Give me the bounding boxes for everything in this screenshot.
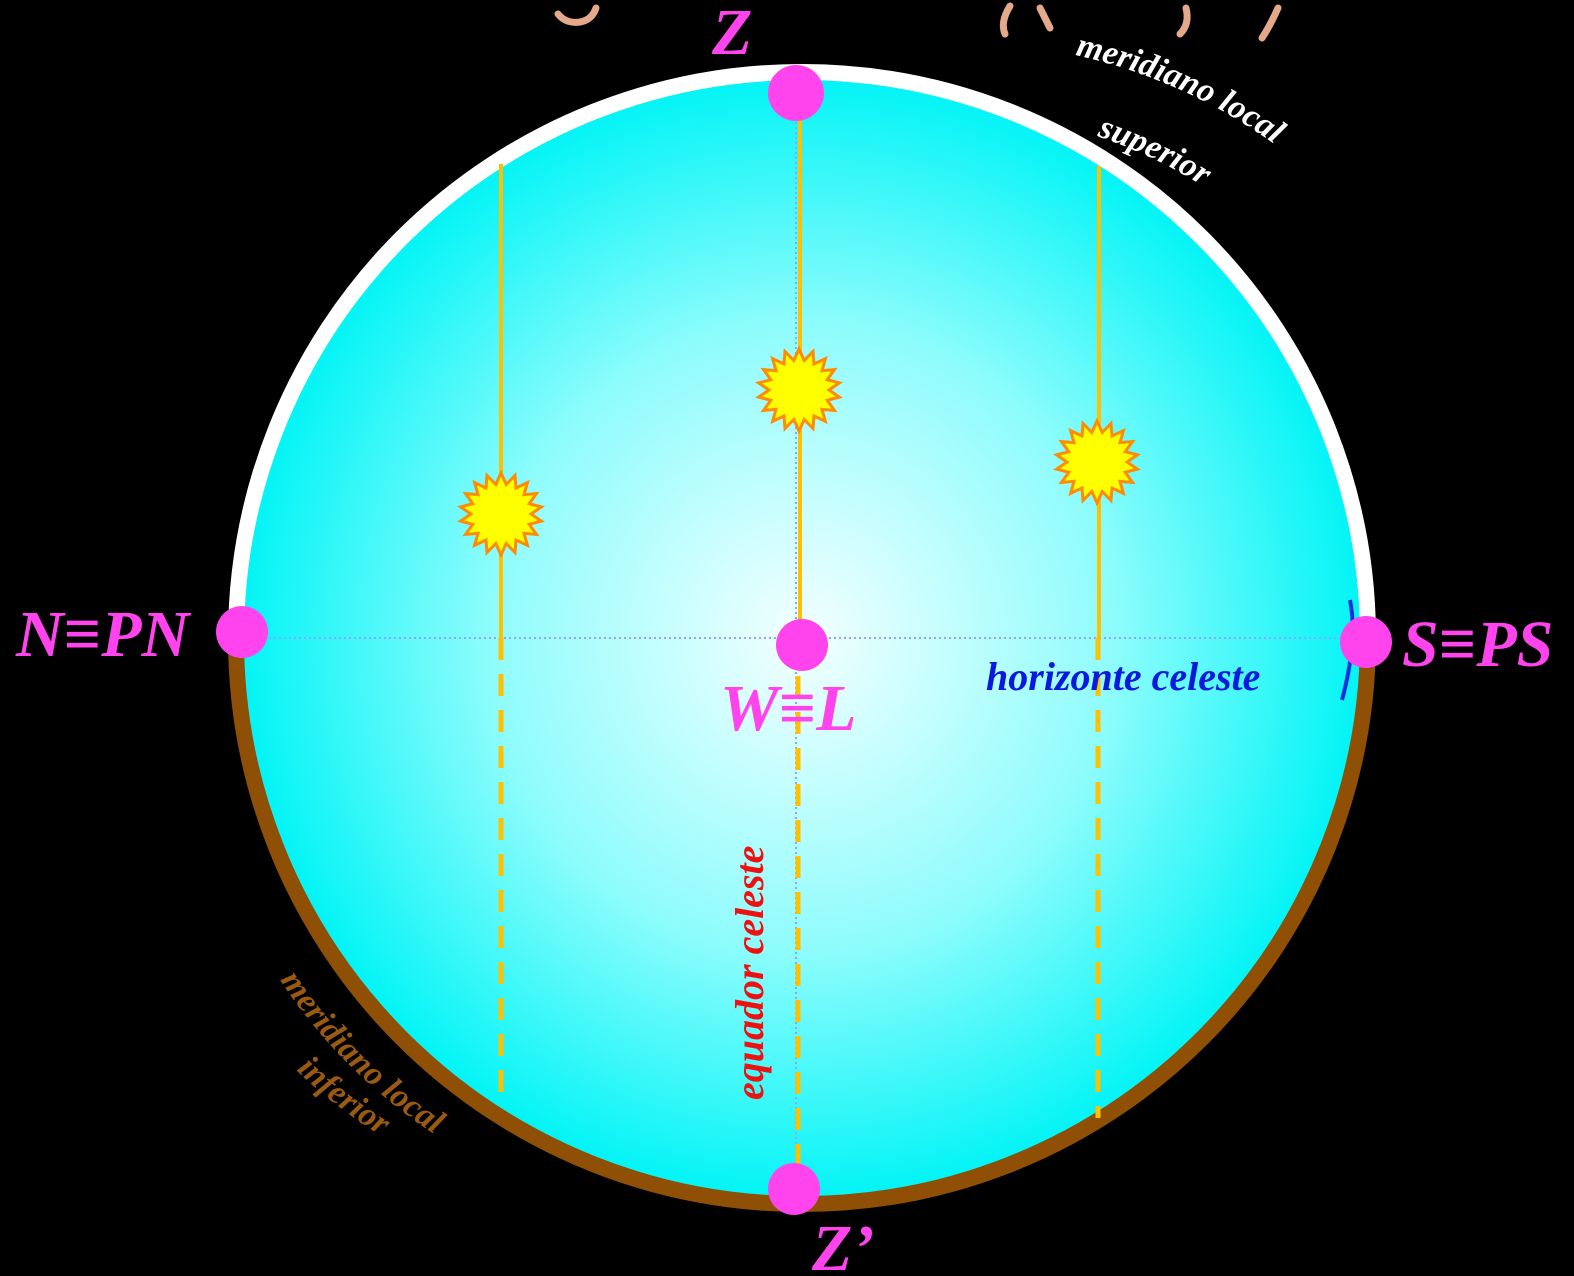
- south-marker: [1340, 616, 1392, 668]
- nadir-label: Z’: [811, 1212, 874, 1276]
- zenith-marker: [768, 65, 824, 121]
- suns-group: [457, 345, 1141, 559]
- north-marker: [216, 606, 268, 658]
- west-east-marker: [776, 619, 828, 671]
- zenith-label: Z: [711, 0, 752, 69]
- sun-icon: [457, 469, 545, 559]
- nadir-marker: [768, 1163, 820, 1215]
- south-label: S≡PS: [1402, 608, 1553, 681]
- title-fragment: [554, 2, 1282, 42]
- horizon-label: horizonte celeste: [986, 654, 1260, 699]
- sun-icon: [1053, 417, 1141, 507]
- north-label: N≡PN: [15, 598, 192, 671]
- west-east-label: W≡L: [720, 672, 857, 745]
- equator-label: equador celeste: [727, 846, 772, 1100]
- sun-icon: [755, 345, 843, 435]
